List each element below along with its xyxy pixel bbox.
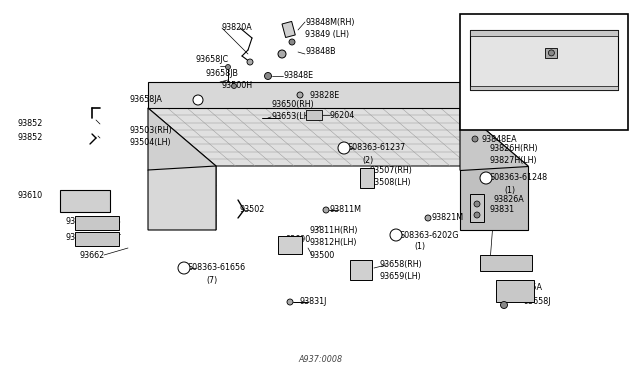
Text: 93610: 93610 [18,192,43,201]
Circle shape [178,262,190,274]
Text: 96204: 96204 [330,110,355,119]
Text: 93811M: 93811M [330,205,362,215]
Bar [306,110,322,120]
Text: 93848B: 93848B [305,48,335,57]
Circle shape [232,83,237,89]
Circle shape [500,301,508,308]
Text: (1): (1) [414,243,425,251]
Text: 93658JC: 93658JC [196,55,229,64]
Text: 93650(RH): 93650(RH) [271,100,314,109]
Circle shape [289,39,295,45]
Bar [470,86,618,90]
Circle shape [193,95,203,105]
Bar [470,194,484,222]
Circle shape [425,215,431,221]
Bar [480,255,532,271]
Bar [470,30,618,90]
Bar [460,14,628,130]
Text: A937:0008: A937:0008 [298,356,342,365]
Text: 93507(RH): 93507(RH) [370,166,413,174]
Text: (1): (1) [504,186,515,195]
Bar [470,30,618,36]
Text: S: S [484,173,488,183]
Polygon shape [148,108,216,230]
Circle shape [225,64,230,70]
Text: 93662: 93662 [80,250,105,260]
Bar [545,48,557,58]
Text: 93500H: 93500H [222,81,253,90]
Text: 93848EA: 93848EA [524,115,559,125]
Circle shape [278,50,286,58]
Text: (2): (2) [362,155,373,164]
Text: S08363-61248: S08363-61248 [490,173,548,183]
Text: 93658JA: 93658JA [130,96,163,105]
Text: 93595A: 93595A [512,283,543,292]
Text: 93852: 93852 [18,134,44,142]
Text: 93826H(RH): 93826H(RH) [490,144,539,153]
Circle shape [287,299,293,305]
Text: 93812H(LH): 93812H(LH) [310,237,358,247]
Text: (7): (7) [206,276,217,285]
Bar [350,260,372,280]
Text: 93658J: 93658J [524,298,552,307]
Text: 93852: 93852 [18,119,44,128]
Text: 93831: 93831 [490,205,515,215]
Text: S08363-61656: S08363-61656 [188,263,246,273]
Text: 93827H(LH): 93827H(LH) [490,155,538,164]
Text: 93820A: 93820A [222,23,253,32]
Text: 93658(RH): 93658(RH) [380,260,423,269]
Polygon shape [148,108,528,166]
Text: 93690: 93690 [286,235,311,244]
Text: 93848E: 93848E [283,71,313,80]
Polygon shape [148,82,460,108]
Polygon shape [460,108,528,230]
Text: 93826A: 93826A [494,196,525,205]
Bar [282,22,295,38]
Polygon shape [460,166,528,230]
Text: 93508(LH): 93508(LH) [370,177,412,186]
Text: 93831J: 93831J [300,298,328,307]
Text: 93640: 93640 [66,234,91,243]
Polygon shape [148,166,216,230]
Circle shape [247,59,253,65]
Circle shape [297,92,303,98]
Text: 93821M: 93821M [432,214,464,222]
Text: 93849 (LH): 93849 (LH) [305,29,349,38]
Text: 93828E: 93828E [310,90,340,99]
Text: S: S [182,263,186,273]
Bar [496,280,534,302]
Bar [75,216,119,230]
Text: S08363-6202G: S08363-6202G [400,231,460,240]
Circle shape [474,201,480,207]
Text: 93658JB: 93658JB [206,70,239,78]
Text: 93504(LH): 93504(LH) [130,138,172,147]
Bar [75,232,119,246]
Text: S: S [394,231,398,240]
Text: 93502: 93502 [240,205,266,215]
Text: 93811H(RH): 93811H(RH) [310,225,358,234]
Bar [360,168,374,188]
Bar [60,190,110,212]
Circle shape [548,50,554,56]
Text: 93848EA: 93848EA [482,135,518,144]
Circle shape [390,229,402,241]
Circle shape [323,207,329,213]
Text: 93640: 93640 [66,218,91,227]
Text: 93500: 93500 [310,250,335,260]
Text: S08363-61237: S08363-61237 [348,144,406,153]
Text: 93848M(RH): 93848M(RH) [305,17,355,26]
Text: 93503(RH): 93503(RH) [130,125,173,135]
Bar [278,236,302,254]
Text: 93653(LH): 93653(LH) [271,112,312,122]
Circle shape [338,142,350,154]
Text: S: S [342,144,346,153]
Text: 93659(LH): 93659(LH) [380,273,422,282]
Circle shape [264,73,271,80]
Circle shape [480,172,492,184]
Circle shape [474,212,480,218]
Circle shape [472,136,478,142]
